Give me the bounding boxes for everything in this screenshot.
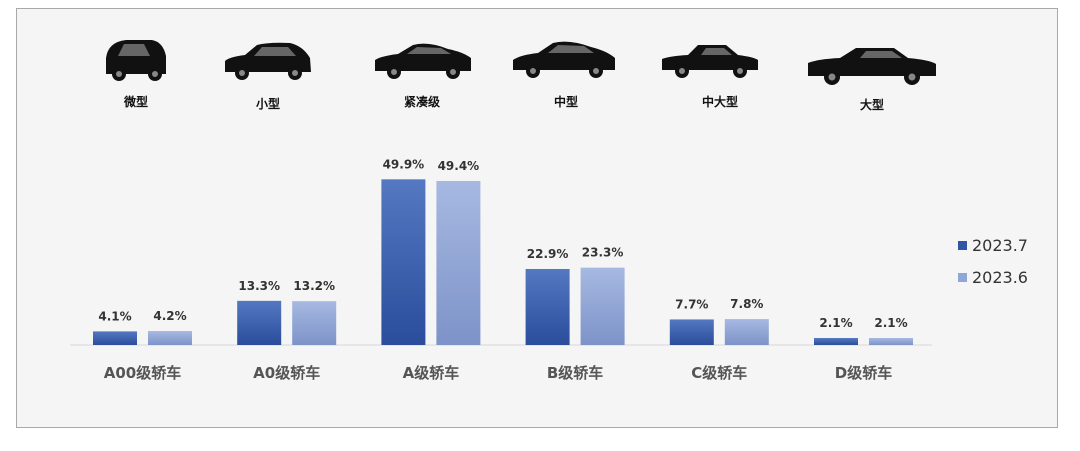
value-label-2023.7-1: 13.3% bbox=[238, 279, 280, 293]
large-sedan-icon bbox=[662, 45, 758, 78]
value-label-2023.6-1: 13.2% bbox=[293, 279, 335, 293]
bar-2023.7-3 bbox=[525, 268, 570, 345]
bar-2023.7-0 bbox=[93, 331, 137, 345]
value-label-2023.7-0: 4.1% bbox=[98, 309, 131, 323]
value-label-2023.7-4: 7.7% bbox=[675, 297, 708, 311]
car-size-label-compact: 紧凑级 bbox=[404, 94, 440, 109]
category-label-0: A00级轿车 bbox=[104, 364, 181, 382]
bar-2023.6-2 bbox=[436, 180, 481, 345]
category-label-4: C级轿车 bbox=[691, 364, 747, 382]
bar-2023.6-3 bbox=[580, 267, 625, 345]
legend: 2023.7 2023.6 bbox=[958, 236, 1028, 287]
legend-label-2023-7: 2023.7 bbox=[972, 236, 1028, 255]
bar-2023.7-1 bbox=[237, 300, 282, 345]
value-label-2023.6-3: 23.3% bbox=[582, 246, 624, 260]
full-size-sedan-icon bbox=[808, 48, 936, 85]
category-labels-group: A00级轿车 A0级轿车 A级轿车 B级轿车 C级轿车 D级轿车 bbox=[104, 364, 892, 382]
bar-2023.6-1 bbox=[292, 301, 337, 345]
car-size-label-midsize: 中型 bbox=[554, 94, 578, 109]
legend-label-2023-6: 2023.6 bbox=[972, 268, 1028, 287]
car-size-label-small: 小型 bbox=[256, 96, 280, 111]
category-label-2: A级轿车 bbox=[403, 364, 460, 382]
value-label-2023.6-5: 2.1% bbox=[874, 316, 907, 330]
category-label-1: A0级轿车 bbox=[253, 364, 320, 382]
bar-2023.6-4 bbox=[724, 319, 769, 345]
midsize-sedan-icon bbox=[513, 41, 615, 78]
legend-swatch-2023-7 bbox=[958, 241, 967, 250]
chart-frame bbox=[16, 8, 1058, 428]
value-labels-group: 4.1% 4.2% 13.3% 13.2% 49.9% 49.4% 22.9% 23.3% 7.… bbox=[98, 157, 907, 330]
bar-2023.7-2 bbox=[381, 179, 426, 345]
value-label-2023.6-2: 49.4% bbox=[438, 159, 480, 173]
car-size-label-large: 中大型 bbox=[702, 94, 738, 109]
category-label-5: D级轿车 bbox=[835, 364, 892, 382]
bar-2023.6-0 bbox=[148, 331, 192, 345]
bars-group bbox=[93, 179, 913, 345]
compact-sedan-icon bbox=[375, 43, 471, 79]
value-label-2023.7-2: 49.9% bbox=[383, 157, 425, 171]
value-label-2023.6-4: 7.8% bbox=[730, 297, 763, 311]
bar-2023.6-5 bbox=[869, 338, 913, 345]
legend-swatch-2023-6 bbox=[958, 273, 967, 282]
car-size-label-micro: 微型 bbox=[123, 94, 148, 109]
category-label-3: B级轿车 bbox=[547, 364, 603, 382]
value-label-2023.7-3: 22.9% bbox=[527, 247, 569, 261]
value-label-2023.6-0: 4.2% bbox=[153, 309, 186, 323]
value-label-2023.7-5: 2.1% bbox=[819, 316, 852, 330]
micro-car-icon bbox=[106, 40, 166, 81]
bar-2023.7-4 bbox=[669, 319, 714, 345]
hatchback-car-icon bbox=[225, 42, 311, 80]
bar-2023.7-5 bbox=[814, 338, 858, 345]
car-size-label-fullsize: 大型 bbox=[860, 97, 884, 112]
